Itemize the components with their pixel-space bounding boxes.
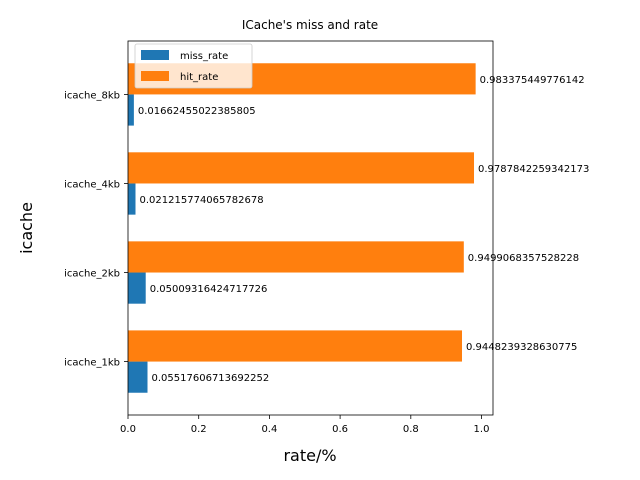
plot-frame	[127, 40, 494, 416]
bar-miss-rate-icache-2kb	[128, 272, 146, 304]
x-tick-label: 0.8	[403, 424, 419, 435]
x-tick-label: 0.2	[191, 424, 207, 435]
bar-hit-rate-icache-4kb	[128, 152, 475, 184]
chart-title: ICache's miss and rate	[242, 18, 378, 32]
x-tick-label: 1.0	[474, 424, 490, 435]
legend-swatch-miss-rate	[141, 50, 169, 60]
data-label-hit-rate-icache-1kb: 0.9448239328630775	[466, 342, 577, 353]
data-label-hit-rate-icache-4kb: 0.9787842259342173	[478, 164, 589, 175]
data-label-miss-rate-icache-1kb: 0.05517606713692252	[152, 373, 270, 384]
y-tick-label-icache-2kb: icache_2kb	[64, 269, 120, 280]
legend: miss_rate hit_rate	[134, 43, 253, 89]
data-label-hit-rate-icache-2kb: 0.9499068357528228	[468, 253, 579, 264]
bar-hit-rate-icache-1kb	[128, 330, 463, 362]
y-axis-label: icache	[17, 202, 36, 254]
x-tick-label: 0.0	[120, 424, 136, 435]
bars-layer: 0.05517606713692252 0.05009316424717726 0.…	[128, 63, 589, 393]
data-label-miss-rate-icache-4kb: 0.021215774065782678	[140, 195, 264, 206]
data-label-miss-rate-icache-8kb: 0.01662455022385805	[138, 106, 256, 117]
bar-miss-rate-icache-4kb	[128, 183, 136, 215]
bar-hit-rate-icache-2kb	[128, 241, 464, 273]
y-tick-label-icache-8kb: icache_8kb	[64, 90, 120, 101]
legend-swatch-hit-rate	[141, 71, 169, 81]
bar-miss-rate-icache-8kb	[128, 94, 134, 126]
legend-label-miss-rate: miss_rate	[180, 51, 228, 62]
y-tick-label-icache-4kb: icache_4kb	[64, 179, 120, 190]
x-tick-label: 0.4	[261, 424, 277, 435]
x-axis-label: rate/%	[283, 446, 336, 465]
bar-miss-rate-icache-1kb	[128, 361, 148, 393]
x-tick-label: 0.6	[332, 424, 348, 435]
y-tick-label-icache-1kb: icache_1kb	[64, 358, 120, 369]
data-label-hit-rate-icache-8kb: 0.983375449776142	[480, 75, 585, 86]
ticks-layer: 0.0 0.2 0.4 0.6 0.8 1.0 icache_1kb icache_2kb ic…	[64, 90, 489, 435]
data-label-miss-rate-icache-2kb: 0.05009316424717726	[150, 284, 268, 295]
legend-label-hit-rate: hit_rate	[180, 72, 218, 83]
